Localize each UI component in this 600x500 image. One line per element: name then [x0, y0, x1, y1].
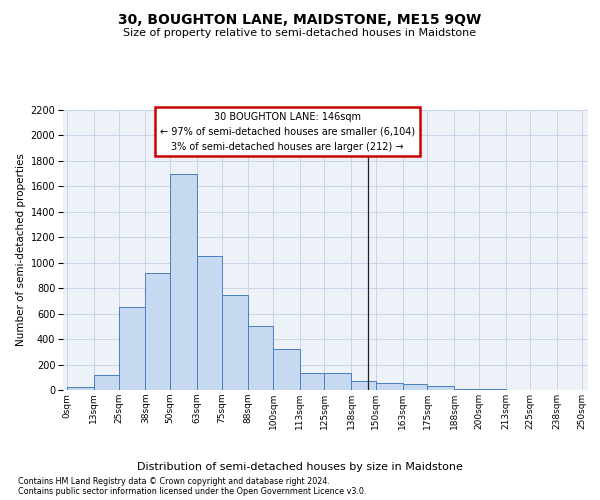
- Text: Size of property relative to semi-detached houses in Maidstone: Size of property relative to semi-detach…: [124, 28, 476, 38]
- Bar: [376, 383, 403, 390]
- Text: Distribution of semi-detached houses by size in Maidstone: Distribution of semi-detached houses by …: [137, 462, 463, 472]
- Text: Contains public sector information licensed under the Open Government Licence v3: Contains public sector information licen…: [18, 487, 367, 496]
- Bar: [403, 384, 427, 390]
- Bar: [454, 388, 479, 390]
- Bar: [325, 374, 351, 390]
- Text: 30, BOUGHTON LANE, MAIDSTONE, ME15 9QW: 30, BOUGHTON LANE, MAIDSTONE, ME15 9QW: [118, 12, 482, 26]
- Bar: [221, 294, 248, 390]
- Bar: [67, 388, 94, 390]
- Bar: [94, 374, 119, 390]
- Y-axis label: Number of semi-detached properties: Number of semi-detached properties: [16, 154, 26, 346]
- Text: 30 BOUGHTON LANE: 146sqm
← 97% of semi-detached houses are smaller (6,104)
3% of: 30 BOUGHTON LANE: 146sqm ← 97% of semi-d…: [160, 112, 415, 152]
- Bar: [351, 381, 376, 390]
- Bar: [273, 350, 300, 390]
- Bar: [119, 308, 145, 390]
- Bar: [145, 273, 170, 390]
- Bar: [300, 374, 325, 390]
- Bar: [170, 174, 197, 390]
- Bar: [197, 256, 221, 390]
- Text: Contains HM Land Registry data © Crown copyright and database right 2024.: Contains HM Land Registry data © Crown c…: [18, 477, 330, 486]
- Bar: [248, 326, 273, 390]
- Bar: [427, 386, 454, 390]
